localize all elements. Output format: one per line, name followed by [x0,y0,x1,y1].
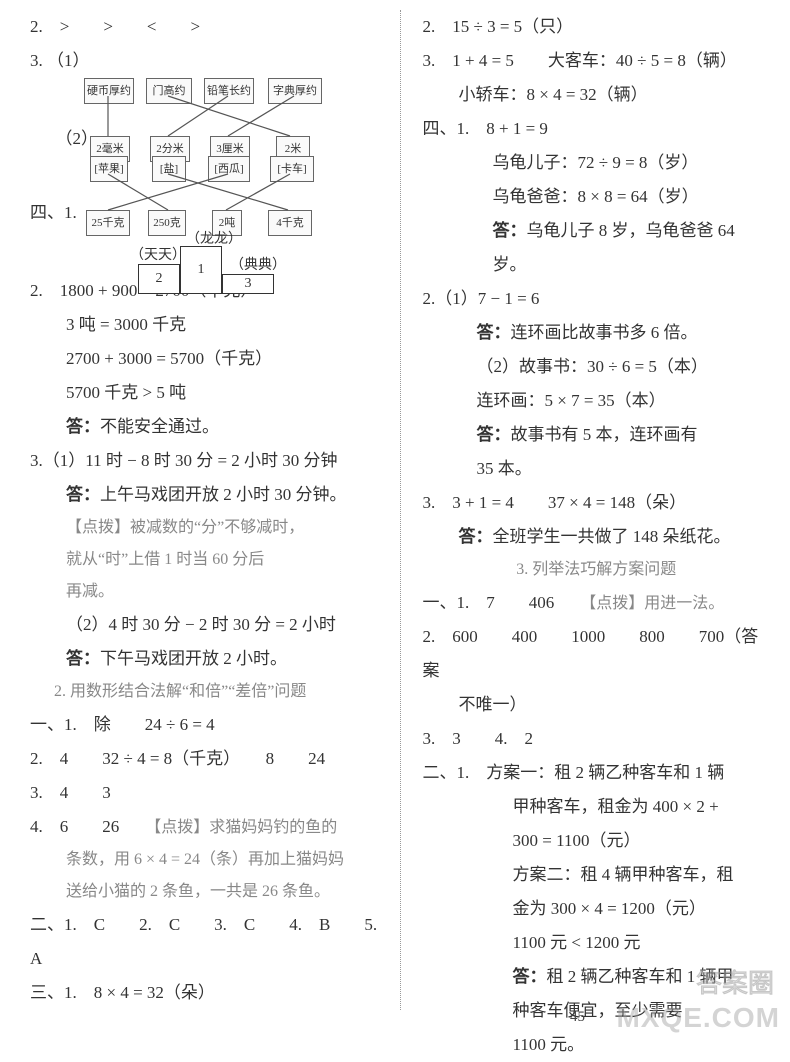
hint-line: 送给小猫的 2 条鱼，一共是 26 条鱼。 [30,876,378,908]
match-lines-icon [84,78,364,158]
page-container: 2. > > < > 3. （1） 硬币厚约 门高约 铅笔长约 字典厚约 2毫米… [0,0,790,1040]
hint-line: 就从“时”上借 1 时当 60 分后 [30,544,378,576]
text-line: 小轿车：8 × 4 = 32（辆） [423,78,771,112]
text-span: 4. 6 26 [30,817,153,836]
text-line: 2700 + 3000 = 5700（千克） [30,342,378,376]
text-line: 1100 元 < 1200 元 [423,926,771,960]
section-heading: 3. 列举法巧解方案问题 [423,554,771,586]
text-line: 2.（1）7 − 1 = 6 [423,282,771,316]
answer-line: 答：故事书有 5 本，连环画有 [423,418,771,452]
hint-span: 【点拨】求猫妈妈钓的鱼的 [153,819,337,836]
text-line: 2. 4 32 ÷ 4 = 8（千克） 8 24 [30,742,378,776]
answer-text: 上午马戏团开放 2 小时 30 分钟。 [100,485,347,504]
answer-label: 答： [477,323,511,342]
answer-label: 答： [66,485,100,504]
answer-text: 不能安全通过。 [100,417,219,436]
answer-label: 答： [66,649,100,668]
right-column: 2. 15 ÷ 3 = 5（只） 3. 1 + 4 = 5 大客车：40 ÷ 5… [423,10,771,1010]
answer-line: 答：下午马戏团开放 2 小时。 [30,642,378,676]
answer-label: 答： [493,221,527,240]
answer-line: 答：上午马戏团开放 2 小时 30 分钟。 [30,478,378,512]
text-line: 一、1. 除 24 ÷ 6 = 4 [30,708,378,742]
answer-line: 答：乌龟儿子 8 岁，乌龟爸爸 64 岁。 [423,214,771,282]
text-line: 5700 千克 > 5 吨 [30,376,378,410]
text-line: 4. 6 26 【点拨】求猫妈妈钓的鱼的 [30,810,378,844]
matching-diagram-2: [苹果] [盐] [西瓜] [卡车] 25千克 250克 2吨 4千克 [84,156,364,196]
watermark-top: 答案圈 [696,963,774,1000]
left-column: 2. > > < > 3. （1） 硬币厚约 门高约 铅笔长约 字典厚约 2毫米… [30,10,378,1010]
text-line: 2. > > < > [30,10,378,44]
text-line: 3. 3 4. 2 [423,722,771,756]
hint-line: 条数，用 6 × 4 = 24（条）再加上猫妈妈 [30,844,378,876]
text-line: 不唯一） [423,688,771,722]
hint-span: 【点拨】用进一法。 [588,595,724,612]
text-line: 连环画：5 × 7 = 35（本） [423,384,771,418]
text-line: 金为 300 × 4 = 1200（元） [423,892,771,926]
text-line: 3. 1 + 4 = 5 大客车：40 ÷ 5 = 8（辆） [423,44,771,78]
text-span: 一、1. 7 406 [423,593,589,612]
answer-line: 答：连环画比故事书多 6 倍。 [423,316,771,350]
text-line: 35 本。 [423,452,771,486]
text-line: 方案二：租 4 辆甲种客车，租 [423,858,771,892]
answer-text: 连环画比故事书多 6 倍。 [511,323,698,342]
text-line: 3. 3 + 1 = 4 37 × 4 = 148（朵） [423,486,771,520]
text-line: 一、1. 7 406 【点拨】用进一法。 [423,586,771,620]
watermark-bottom: MXQE.COM [616,1002,780,1034]
answer-text: 全班学生一共做了 148 朵纸花。 [493,527,731,546]
text-line: 3 吨 = 3000 千克 [30,308,378,342]
text-line: 二、1. 方案一：租 2 辆乙种客车和 1 辆 [423,756,771,790]
matching-diagram-1: 硬币厚约 门高约 铅笔长约 字典厚约 2毫米 2分米 3厘米 2米 [84,78,364,122]
text-line: 300 = 1100（元） [423,824,771,858]
text-line: （2）故事书：30 ÷ 6 = 5（本） [423,350,771,384]
answer-text: 乌龟儿子 8 岁，乌龟爸爸 64 岁。 [493,221,740,274]
text-line: 2. 600 400 1000 800 700（答案 [423,620,771,688]
answer-line: 答：不能安全通过。 [30,410,378,444]
page-number: 45 [570,1009,585,1026]
answer-line: 答：全班学生一共做了 148 朵纸花。 [423,520,771,554]
column-divider [400,10,401,1010]
answer-label: 答： [459,527,493,546]
match2-lines-icon [84,156,364,230]
podium-box-1: 1 [180,246,222,294]
text-line: 三、1. 8 × 4 = 32（朵） [30,976,378,1010]
podium-diagram: （龙龙） （天天） （典典） 1 2 3 [100,230,320,274]
answer-label: 答： [66,417,100,436]
text-line: 3. （1） [30,44,378,78]
text-line: （2）4 时 30 分 − 2 时 30 分 = 2 小时 [30,608,378,642]
text-line: 乌龟儿子：72 ÷ 9 = 8（岁） [423,146,771,180]
answer-label: 答： [477,425,511,444]
podium-box-2: 2 [138,264,180,294]
hint-line: 【点拨】被减数的“分”不够减时， [30,512,378,544]
section-heading: 2. 用数形结合法解“和倍”“差倍”问题 [54,676,378,708]
hint-line: 再减。 [30,576,378,608]
answer-text: 下午马戏团开放 2 小时。 [100,649,287,668]
text-line: 3. 4 3 [30,776,378,810]
text-line: 3.（1）11 时 − 8 时 30 分 = 2 小时 30 分钟 [30,444,378,478]
text-line: 2. 15 ÷ 3 = 5（只） [423,10,771,44]
answer-text: 故事书有 5 本，连环画有 [511,425,698,444]
answer-label: 答： [513,967,547,986]
text-line: 甲种客车，租金为 400 × 2 + [423,790,771,824]
text-line: 二、1. C 2. C 3. C 4. B 5. A [30,908,378,976]
text-line: 四、1. 8 + 1 = 9 [423,112,771,146]
podium-box-3: 3 [222,274,274,294]
text-line: 乌龟爸爸：8 × 8 = 64（岁） [423,180,771,214]
